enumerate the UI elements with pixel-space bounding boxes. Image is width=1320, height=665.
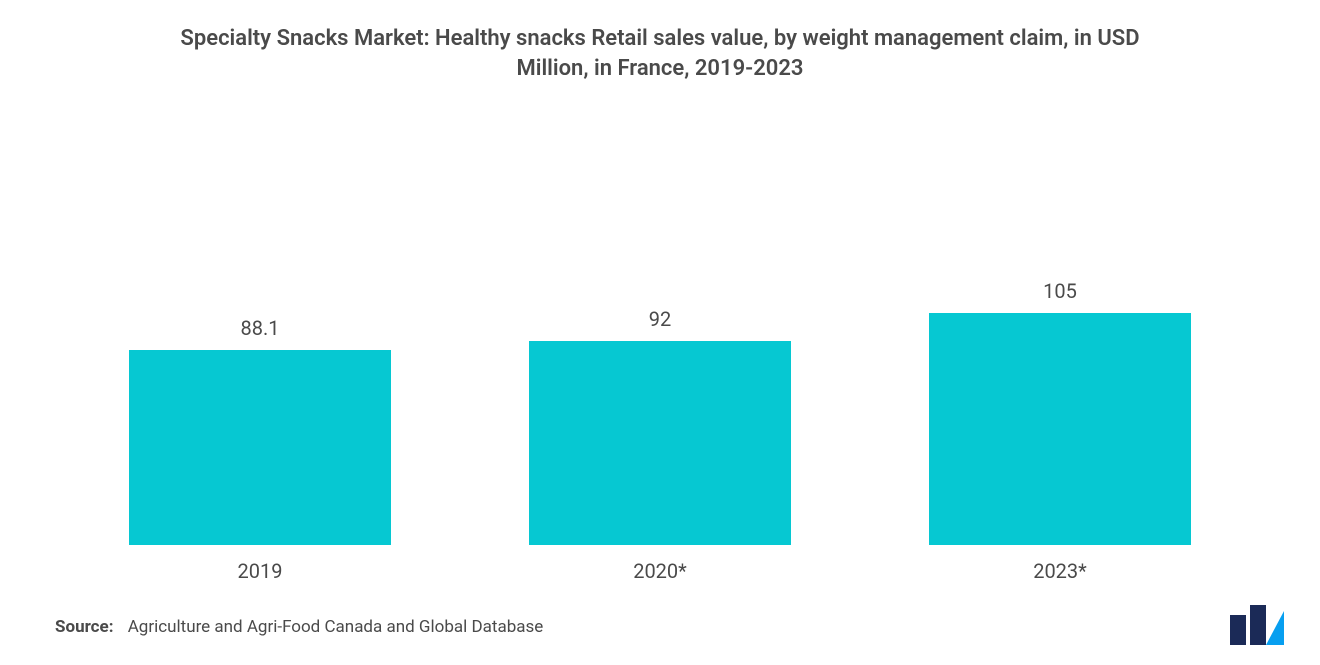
logo-bar-2 — [1250, 605, 1266, 645]
source-text: Agriculture and Agri-Food Canada and Glo… — [128, 617, 544, 637]
bar-2 — [929, 313, 1191, 545]
bar-value-0: 88.1 — [240, 316, 279, 340]
chart-container: Specialty Snacks Market: Healthy snacks … — [0, 0, 1320, 665]
x-label-0: 2019 — [60, 559, 460, 583]
logo-bar-1 — [1230, 615, 1246, 645]
bar-group-1: 92 — [460, 307, 860, 544]
source-label: Source: — [55, 617, 113, 637]
bar-value-2: 105 — [1043, 279, 1077, 303]
bars-row: 88.1 92 105 — [60, 145, 1260, 545]
bar-group-0: 88.1 — [60, 316, 460, 545]
x-label-1: 2020* — [460, 559, 860, 583]
x-label-2: 2023* — [860, 559, 1260, 583]
x-axis-labels: 2019 2020* 2023* — [60, 559, 1260, 583]
chart-title: Specialty Snacks Market: Healthy snacks … — [145, 24, 1175, 85]
plot-area: 88.1 92 105 — [60, 145, 1260, 545]
bar-value-1: 92 — [649, 307, 671, 331]
source-line: Source: Agriculture and Agri-Food Canada… — [55, 617, 543, 637]
bar-group-2: 105 — [860, 279, 1260, 545]
bar-1 — [529, 341, 791, 544]
brand-logo-icon — [1228, 605, 1286, 645]
logo-accent — [1266, 611, 1284, 645]
bar-0 — [129, 350, 391, 545]
